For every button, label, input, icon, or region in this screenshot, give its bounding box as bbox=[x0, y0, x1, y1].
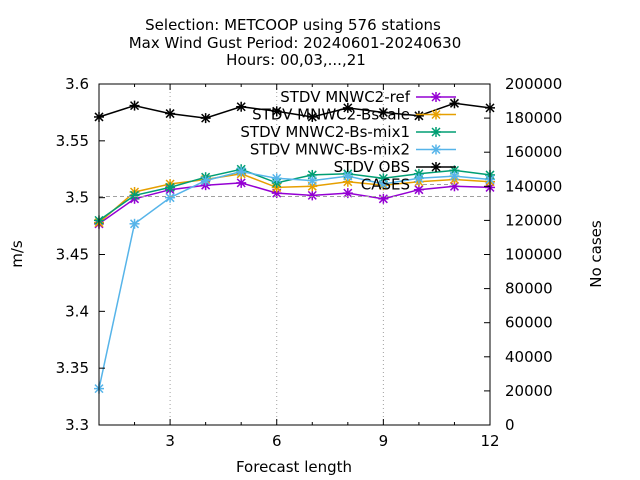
x-axis-label: Forecast length bbox=[236, 458, 352, 476]
series-point-3 bbox=[165, 192, 176, 203]
x-tick-label: 12 bbox=[480, 432, 499, 450]
y2-tick-label: 160000 bbox=[505, 143, 562, 161]
legend-label-3: STDV MNWC-Bs-mix2 bbox=[250, 141, 410, 159]
legend-marker-1 bbox=[431, 109, 441, 120]
series-point-3 bbox=[342, 171, 353, 182]
series-point-0 bbox=[236, 177, 247, 188]
y-tick-label: 3.45 bbox=[56, 246, 89, 264]
series-point-4 bbox=[413, 110, 424, 121]
y2-tick-label: 180000 bbox=[505, 109, 562, 127]
series-point-3 bbox=[200, 175, 211, 186]
series-point-3 bbox=[307, 175, 318, 186]
series-point-2 bbox=[129, 190, 140, 201]
y2-tick-label: 120000 bbox=[505, 211, 562, 229]
series-line-0 bbox=[98, 182, 491, 225]
y2-tick-label: 140000 bbox=[505, 177, 562, 195]
series-point-0 bbox=[307, 190, 318, 201]
series-point-0 bbox=[449, 181, 460, 192]
series-point-4 bbox=[307, 111, 318, 122]
series-point-4 bbox=[449, 98, 460, 109]
chart-title-line-1: Selection: METCOOP using 576 stations bbox=[145, 16, 441, 34]
y-tick-label: 3.3 bbox=[65, 416, 89, 434]
series-point-3 bbox=[236, 166, 247, 177]
series-point-4 bbox=[165, 108, 176, 119]
y-tick-label: 3.35 bbox=[56, 359, 89, 377]
y2-tick-label: 200000 bbox=[505, 75, 562, 93]
legend-label-1: STDV MNWC2-Bscale bbox=[252, 106, 410, 124]
series-point-4 bbox=[271, 106, 282, 117]
series-line-4 bbox=[98, 102, 491, 119]
y2-tick-label: 80000 bbox=[505, 280, 553, 298]
series-point-3 bbox=[271, 173, 282, 184]
series-point-0 bbox=[378, 193, 389, 204]
legend-marker-2 bbox=[431, 127, 441, 137]
legend-marker-3 bbox=[431, 144, 441, 155]
y-tick-label: 3.4 bbox=[65, 302, 89, 320]
series-line-3 bbox=[98, 170, 491, 389]
legend-marker-4 bbox=[431, 162, 441, 172]
x-tick-label: 6 bbox=[272, 432, 282, 450]
y2-axis-label: No cases bbox=[587, 220, 605, 288]
series-point-3 bbox=[413, 173, 424, 184]
y-tick-label: 3.55 bbox=[56, 132, 89, 150]
series-point-4 bbox=[200, 113, 211, 124]
chart-title-line-3: Hours: 00,03,...,21 bbox=[226, 51, 366, 69]
y2-tick-label: 0 bbox=[505, 416, 515, 434]
legend-label-5: CASES bbox=[361, 176, 410, 194]
series-point-4 bbox=[129, 100, 140, 111]
y2-tick-label: 60000 bbox=[505, 314, 553, 332]
series-line-1 bbox=[98, 173, 491, 224]
series-point-4 bbox=[342, 102, 353, 113]
y2-tick-label: 40000 bbox=[505, 348, 553, 366]
y-tick-label: 3.6 bbox=[65, 75, 89, 93]
y-axis-label: m/s bbox=[8, 240, 26, 268]
grid-layer bbox=[169, 84, 384, 425]
legend-label-0: STDV MNWC2-ref bbox=[280, 88, 410, 106]
series-point-4 bbox=[378, 107, 389, 118]
series-point-3 bbox=[449, 171, 460, 182]
legend-label-2: STDV MNWC2-Bs-mix1 bbox=[240, 123, 410, 141]
series-point-3 bbox=[378, 179, 389, 190]
legend-marker-0 bbox=[431, 92, 441, 102]
x-tick-label: 9 bbox=[379, 432, 389, 450]
chart-title-line-2: Max Wind Gust Period: 20240601-20240630 bbox=[129, 34, 462, 52]
y-tick-label: 3.5 bbox=[65, 189, 89, 207]
x-tick-label: 3 bbox=[165, 432, 175, 450]
series-point-3 bbox=[129, 218, 140, 229]
legend-label-4: STDV OBS bbox=[334, 158, 410, 176]
y2-tick-label: 20000 bbox=[505, 382, 553, 400]
axis-layer: 3 6 9 12 3.3 3.35 3.4 3.45 3.5 3.55 3.6 0 20000 40000… bbox=[56, 75, 563, 450]
series-point-4 bbox=[236, 101, 247, 112]
series-point-2 bbox=[165, 182, 176, 193]
y2-tick-label: 100000 bbox=[505, 246, 562, 264]
